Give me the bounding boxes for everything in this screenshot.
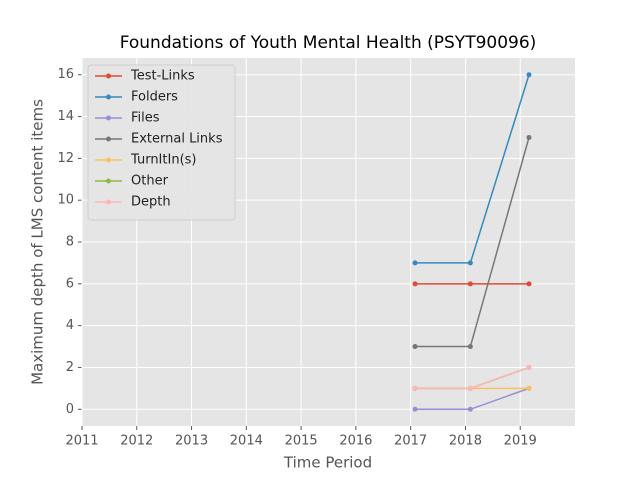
legend-marker [106,94,111,100]
x-tick-label: 2017 [394,434,427,449]
chart-title: Foundations of Youth Mental Health (PSYT… [120,33,537,53]
x-tick-label: 2014 [230,434,263,449]
y-tick-label: 0 [66,402,74,417]
data-point [467,260,473,266]
data-point [412,260,418,266]
y-tick-label: 8 [66,235,74,250]
legend-label: Other [131,174,169,189]
data-point [467,344,473,350]
legend-marker [106,73,111,79]
data-point [467,281,473,287]
x-tick-label: 2011 [65,434,98,449]
legend-marker [106,157,111,163]
data-point [467,406,473,412]
legend-label: External Links [131,132,223,147]
x-tick-label: 2016 [339,434,372,449]
legend-marker [106,136,111,142]
y-tick-label: 14 [57,109,74,124]
legend-marker [106,115,111,121]
data-point [526,364,532,370]
data-point [412,344,418,350]
data-point [526,134,532,140]
legend-label: Files [131,111,160,126]
data-point [467,385,473,391]
legend-box [87,64,236,221]
legend-label: Folders [131,90,178,105]
data-point [526,385,532,391]
data-point [526,281,532,287]
x-tick-label: 2012 [120,434,153,449]
legend-marker [106,199,111,205]
y-tick-label: 2 [66,360,74,375]
legend-label: Test-Links [130,69,195,84]
data-point [412,281,418,287]
legend-label: TurnItIn(s) [130,153,196,168]
y-tick-label: 16 [57,67,74,82]
y-tick-label: 6 [66,276,74,291]
x-tick-label: 2018 [449,434,482,449]
x-tick-label: 2019 [504,434,537,449]
x-tick-label: 2015 [285,434,318,449]
data-point [412,406,418,412]
y-tick-label: 10 [57,193,74,208]
data-point [526,72,532,78]
x-tick-label: 2013 [175,434,208,449]
y-axis-label: Maximum depth of LMS content items [29,99,47,385]
data-point [412,385,418,391]
y-tick-label: 12 [57,151,74,166]
legend-marker [106,178,111,184]
x-axis-label: Time Period [283,454,372,472]
y-tick-label: 4 [66,318,74,333]
legend-label: Depth [131,195,171,210]
